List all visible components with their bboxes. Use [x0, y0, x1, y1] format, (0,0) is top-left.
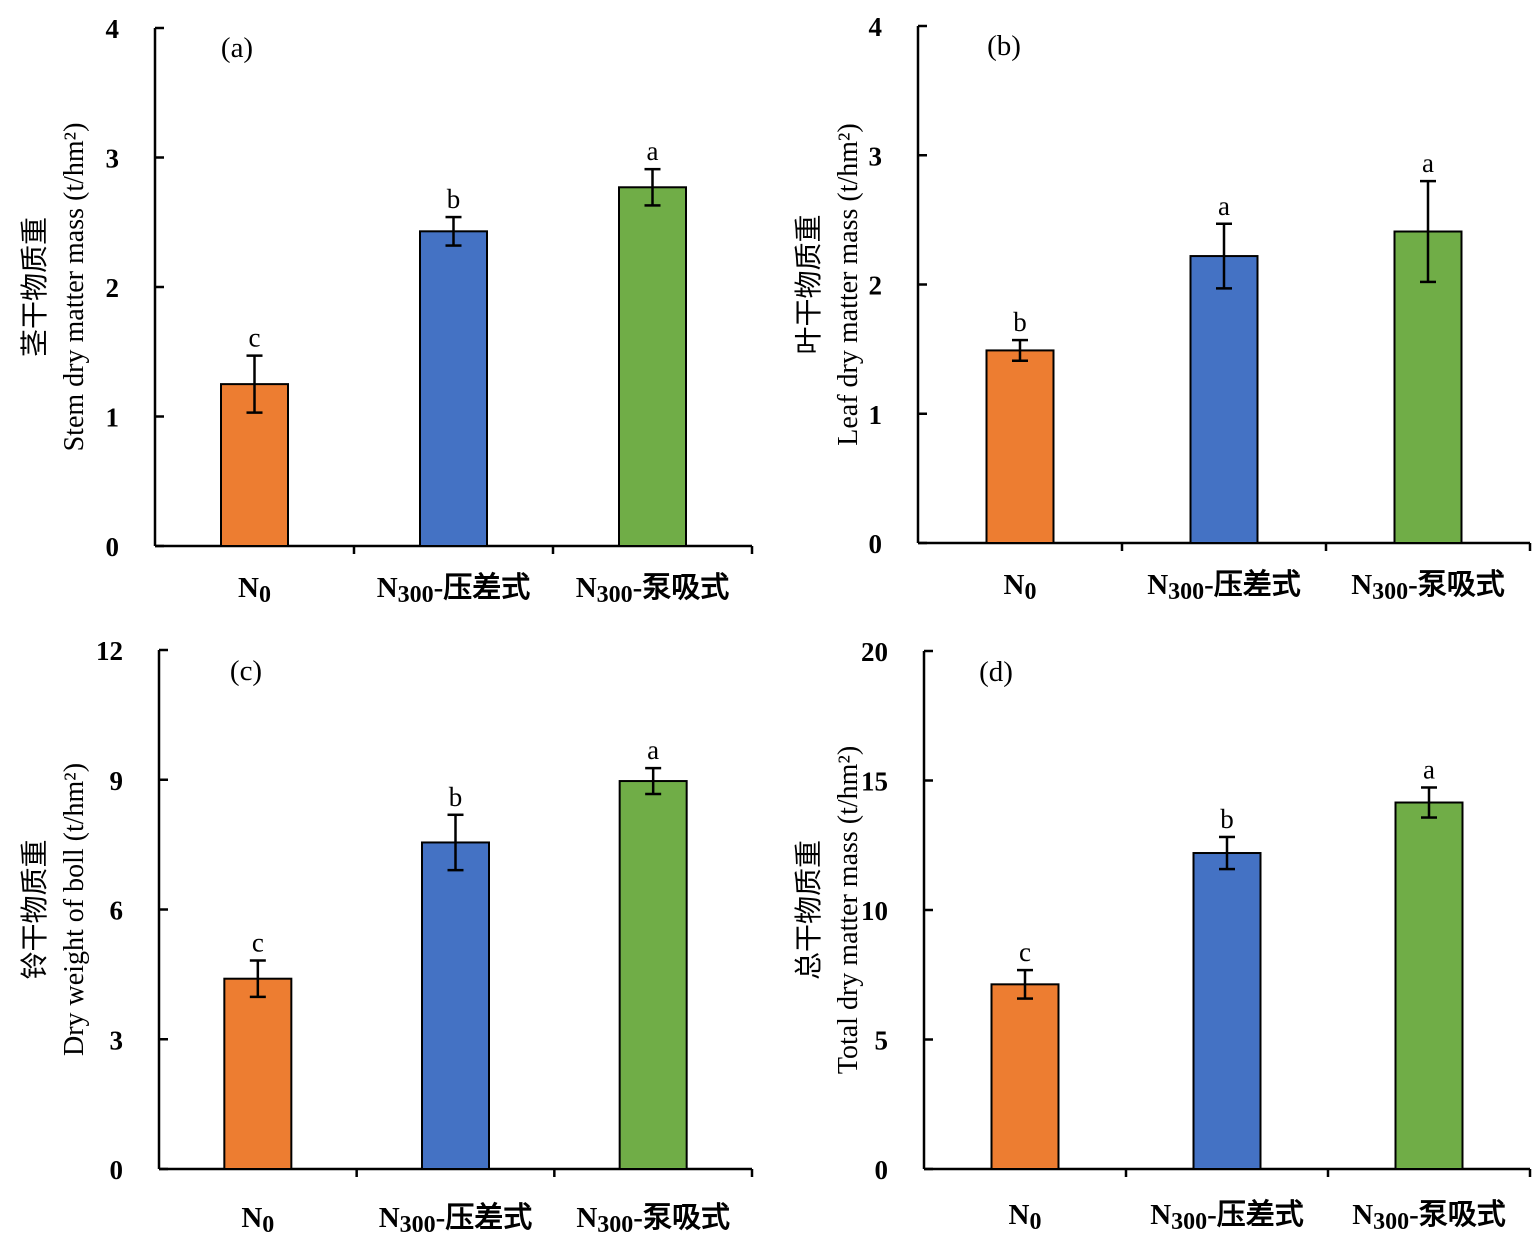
bar — [985, 349, 1055, 545]
category-label: N300-泵吸式 — [576, 1201, 730, 1238]
y-tick-label: 4 — [869, 12, 883, 42]
y-tick-label: 3 — [106, 144, 120, 174]
category-label: N300-泵吸式 — [1351, 568, 1505, 605]
significance-label: a — [1218, 191, 1230, 221]
significance-label: a — [1422, 148, 1434, 178]
chart-panel-b: 0 1 2 3 4 b N0 a N300-压差式 a N300-泵吸式 (b) 叶干物质重 Leaf d… — [793, 12, 1532, 605]
significance-label: c — [252, 928, 264, 958]
y-tick-label: 4 — [106, 14, 120, 44]
category-label: N300-压差式 — [377, 571, 531, 608]
y-tick-label: 3 — [869, 141, 883, 171]
y-tick-label: 0 — [869, 529, 883, 559]
category-label: N0 — [1009, 1199, 1042, 1235]
y-axis-title: 铃干物质重 Dry weight of boll (t/hm²) — [19, 763, 90, 1056]
y-axis-title: 茎干物质重 Stem dry matter mass (t/hm²) — [19, 123, 90, 452]
bar — [223, 977, 293, 1171]
y-tick-label: 10 — [861, 896, 888, 926]
y-tick-label: 2 — [106, 273, 120, 303]
y-tick-label: 20 — [861, 637, 888, 667]
chart-panel-c: 0 3 6 9 12 c N0 b N300-压差式 a N300-泵吸式 (c) 铃干物质重 Dry w… — [19, 636, 754, 1238]
bar — [421, 841, 490, 1171]
y-tick-label: 5 — [875, 1026, 889, 1056]
significance-label: c — [249, 323, 261, 353]
bar — [618, 186, 687, 547]
significance-label: c — [1019, 937, 1031, 967]
category-label: N300-泵吸式 — [576, 571, 730, 608]
y-tick-label: 9 — [110, 766, 124, 796]
y-tick-label: 3 — [110, 1025, 124, 1055]
y-axis-title: 叶干物质重 Leaf dry matter mass (t/hm²) — [793, 123, 864, 446]
significance-label: a — [647, 136, 659, 166]
significance-label: a — [647, 735, 659, 765]
panel-label: (b) — [987, 30, 1021, 62]
y-tick-label: 0 — [110, 1155, 124, 1185]
y-tick-label: 12 — [96, 636, 123, 666]
panel-label: (a) — [221, 32, 253, 64]
category-label: N0 — [1004, 569, 1037, 605]
bar — [1393, 230, 1463, 544]
bar — [419, 230, 488, 547]
category-label: N300-压差式 — [379, 1201, 533, 1238]
y-axis-title: 总干物质重 Total dry matter mass (t/hm²) — [793, 746, 864, 1074]
significance-label: b — [447, 184, 461, 214]
bar — [618, 780, 688, 1170]
bar — [1192, 852, 1262, 1171]
category-label: N0 — [238, 572, 271, 608]
significance-label: b — [1220, 804, 1234, 834]
category-label: N300-泵吸式 — [1352, 1198, 1506, 1235]
chart-panel-a: 0 1 2 3 4 c N0 b N300-压差式 a N300-泵吸式 (a) 茎干物质重 Stem d… — [19, 14, 754, 608]
y-tick-label: 15 — [861, 767, 888, 797]
significance-label: a — [1423, 754, 1435, 784]
y-tick-label: 1 — [106, 403, 120, 433]
significance-label: b — [1013, 307, 1027, 337]
category-label: N0 — [241, 1202, 274, 1238]
significance-label: b — [449, 782, 463, 812]
y-tick-label: 0 — [106, 532, 120, 562]
y-tick-label: 6 — [110, 896, 124, 926]
y-tick-label: 1 — [869, 400, 883, 430]
panel-label: (d) — [979, 656, 1013, 688]
y-tick-label: 2 — [869, 271, 883, 301]
panel-label: (c) — [230, 655, 262, 687]
chart-panel-d: 0 5 10 15 20 c N0 b N300-压差式 a N300-泵吸式 (d) 总干物质重 Tot… — [793, 637, 1532, 1235]
bar — [1189, 255, 1259, 544]
bar — [990, 983, 1060, 1171]
category-label: N300-压差式 — [1150, 1198, 1304, 1235]
category-label: N300-压差式 — [1147, 568, 1301, 605]
bar — [1394, 801, 1464, 1170]
y-tick-label: 0 — [875, 1155, 889, 1185]
